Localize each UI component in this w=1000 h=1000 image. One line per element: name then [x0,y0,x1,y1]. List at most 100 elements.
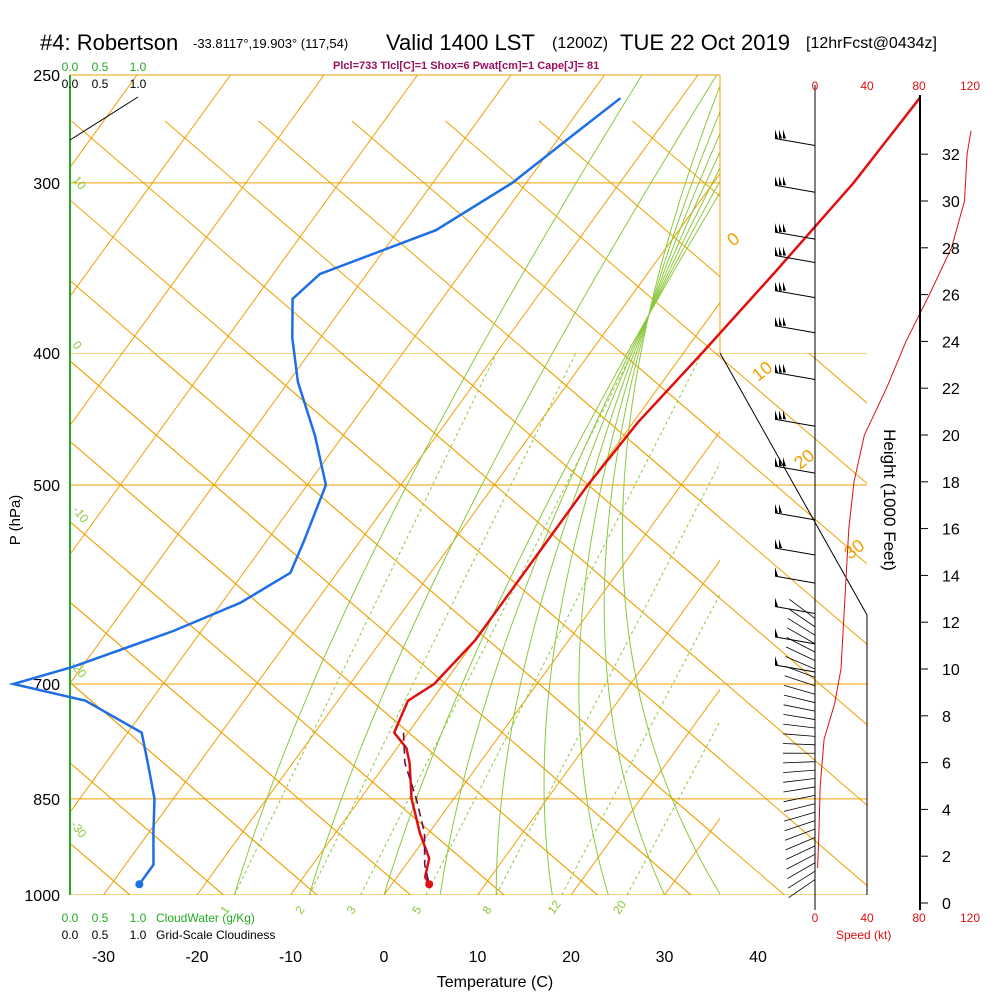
speed-tick-bottom: 40 [860,911,874,925]
speed-tick-top: 0 [812,79,819,93]
mixing-ratio-line [626,720,720,895]
dry-adiabat-line [70,681,318,895]
wind-barb-staff [774,231,816,240]
dry-adiabat-line [70,279,720,841]
wind-barb-flag [779,457,782,467]
wind-barb-lower [786,637,816,653]
cloud-scales: 0.0 0.0 0.5 0.5 1.0 1.0 0.0 0.0 0.5 0.5 1.0 1.0 Clou… [62,60,276,942]
wind-barb-lower [783,786,816,793]
forecast-label: [12hrFcst@0434z] [806,35,937,52]
speed-tick-bottom: 120 [960,911,980,925]
x-tick-label--20: -20 [185,949,208,966]
wind-barb-lower [784,665,816,678]
wind-barb-lower [789,598,816,619]
speed-label: Speed (kt) [836,928,891,942]
speed-tick-top: 80 [912,79,926,93]
x-tick-label-30: 30 [656,949,674,966]
isotherm-line [70,75,325,427]
wind-barb-flag [783,363,786,373]
height-label-2: 2 [942,849,951,866]
cloudwater-tick-bottom: 0.0 [62,911,79,925]
wind-barb-lower [784,828,816,841]
speed-tick-top: 40 [860,79,874,93]
dry-adiabat-line [714,353,867,485]
speed-tick-top: 120 [960,79,980,93]
wind-barb-lower [787,617,816,636]
wind-barb-flag [775,503,778,513]
wind-barb-lower [782,743,816,746]
x-tick-label-40: 40 [749,949,767,966]
height-label-28: 28 [942,241,960,258]
wind-barb-flag [775,627,778,637]
cloudiness-tick-top: 0.5 [92,77,109,91]
mixing-ratio-label: 20 [610,897,629,916]
wind-barb-lower [784,820,816,832]
wind-barb-lower [783,803,816,812]
mixing-ratio-label: 12 [545,897,564,916]
surface-dewpoint-dot [135,880,144,889]
wind-barb-staff [774,290,816,299]
dry-adiabat-label: 20 [790,445,818,473]
cloudiness-tick-bottom: 1.0 [130,928,147,942]
wind-barb-flag [783,457,786,467]
dry-adiabat-line [70,440,598,895]
dry-adiabat-line [70,360,692,895]
dry-adiabat-line [621,353,867,565]
dry-adiabat-label: 0 [723,228,743,250]
height-label-32: 32 [942,147,960,164]
dry-adiabat-line [538,120,720,278]
dry-adiabat-line [726,121,1000,895]
parcel-params: Plcl=733 Tlcl[C]=1 Shox=6 Pwat[cm]=1 Cap… [333,60,599,72]
pressure-label-850: 850 [33,792,60,809]
wind-barb-lower [787,870,816,889]
height-label-6: 6 [942,756,951,773]
wind-barb-flag [775,281,778,291]
x-tick-label--10: -10 [279,949,302,966]
wind-barb-flag [783,316,786,326]
cloudwater-tick-top: 0.0 [62,60,79,74]
wind-barb-flag [775,539,778,548]
wind-barb-flag [779,281,782,291]
dry-adiabat-line [633,121,1000,895]
wind-barb-flag [783,246,786,256]
wind-barb-flag [783,223,786,233]
height-label-22: 22 [942,381,960,398]
wind-barb-staff [774,418,816,427]
wind-barb-lower [788,608,816,628]
speed-tick-bottom: 0 [812,911,819,925]
wind-barb-lower [783,704,816,712]
height-label-18: 18 [942,475,960,492]
dry-adiabat-line [153,353,785,895]
height-label-24: 24 [942,334,960,351]
wind-barb-lower [783,723,816,729]
left-theta-label: -10 [70,503,92,526]
wind-barb-flag [779,129,782,139]
height-label-12: 12 [942,615,960,632]
wind-barb-lower [782,761,816,764]
wind-barb-flag [775,246,778,256]
wind-barb-staff [774,138,816,146]
dry-adiabat-line [632,120,720,197]
cloudwater-tick-bottom: 0.5 [92,911,109,925]
wind-barb-flag [779,176,782,186]
parcel-profile [402,732,430,885]
thermo-grid [70,75,1000,895]
height-label-16: 16 [942,522,960,539]
x-tick-label-0: 0 [380,949,389,966]
x-tick-label-10: 10 [469,949,487,966]
isotherm-line [477,559,720,895]
y-axis-title: P (hPa) [7,495,24,546]
mixing-ratio-line [495,461,720,895]
profiles [8,97,921,889]
dry-adiabat-label: 30 [840,535,868,563]
wind-barb-flag [783,176,786,186]
wind-barb-lower [786,853,816,870]
cloudiness-tick-top: 1.0 [130,77,147,91]
height-label-26: 26 [942,288,960,305]
wind-barb-flag [775,567,778,577]
dry-adiabat-line [247,353,867,887]
pressure-label-250: 250 [33,68,60,85]
wind-barb-staff [774,255,816,263]
